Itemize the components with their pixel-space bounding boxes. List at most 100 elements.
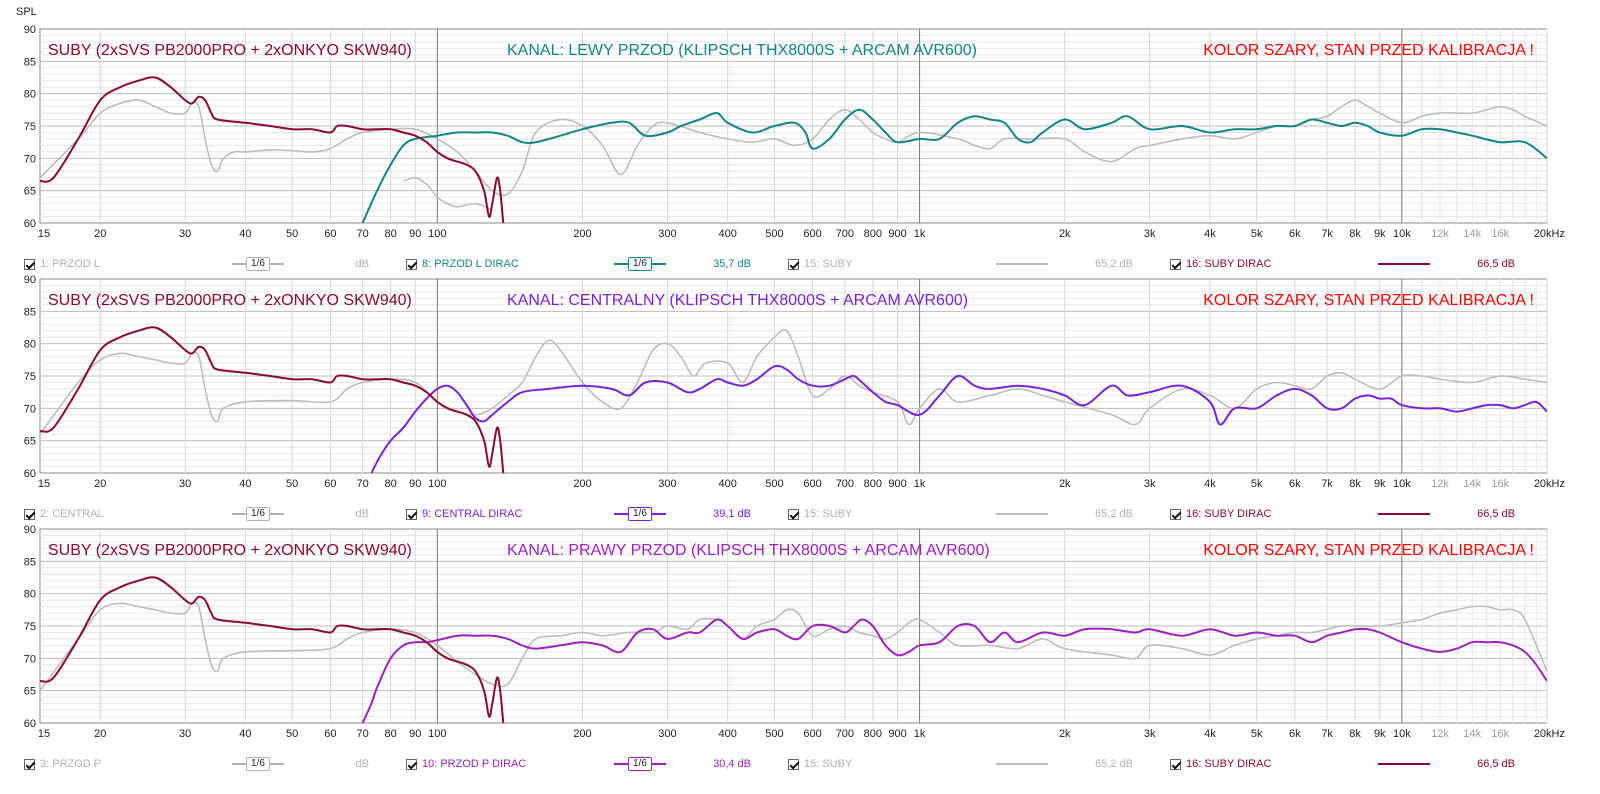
x-tick-label: 200 — [573, 228, 591, 240]
legend-label: 15: SUBY — [804, 508, 853, 520]
x-tick-label: 70 — [357, 228, 369, 240]
y-tick-label: 90 — [24, 274, 36, 286]
x-tick-label: 4k — [1204, 228, 1216, 240]
legend-item[interactable]: 15: SUBY — [788, 506, 852, 522]
x-tick-label: 400 — [718, 228, 736, 240]
x-tick-label: 10k — [1393, 478, 1411, 490]
x-tick-label: 90 — [409, 728, 421, 740]
x-tick-label: 20 — [94, 478, 106, 490]
legend-item[interactable]: 10: PRZOD P DIRAC — [406, 756, 526, 772]
y-tick-label: 70 — [24, 153, 36, 165]
x-tick-label: 20kHz — [1534, 728, 1565, 740]
legend-item[interactable]: 1: PRZOD L — [24, 256, 100, 272]
legend-item[interactable]: 15: SUBY — [788, 256, 852, 272]
title-note: KOLOR SZARY, STAN PRZED KALIBRACJA ! — [1203, 542, 1534, 559]
legend-checkbox[interactable] — [788, 258, 799, 270]
x-tick-label: 90 — [409, 478, 421, 490]
legend-item[interactable]: 15: SUBY — [788, 756, 852, 772]
x-tick-label: 7k — [1321, 478, 1333, 490]
x-tick-label: 7k — [1321, 228, 1333, 240]
x-tick-label: 14k — [1463, 228, 1481, 240]
smoothing-value: 1/6 — [246, 507, 270, 521]
x-tick-label: 800 — [864, 728, 882, 740]
legend-checkbox[interactable] — [788, 508, 799, 520]
smoothing-selector[interactable]: 1/6 — [614, 507, 666, 521]
legend-item[interactable]: 9: CENTRAL DIRAC — [406, 506, 522, 522]
legend-level: 65,2 dB — [1095, 758, 1133, 770]
legend-item[interactable]: 8: PRZOD L DIRAC — [406, 256, 519, 272]
x-tick-label: 6k — [1289, 478, 1301, 490]
legend-item[interactable]: 2: CENTRAL — [24, 506, 104, 522]
x-tick-label: 10k — [1393, 728, 1411, 740]
title-note: KOLOR SZARY, STAN PRZED KALIBRACJA ! — [1203, 42, 1534, 59]
legend-checkbox[interactable] — [24, 508, 35, 520]
legend-checkbox[interactable] — [1170, 258, 1181, 270]
legend-checkbox[interactable] — [24, 758, 35, 770]
y-tick-label: 60 — [24, 218, 36, 230]
x-tick-label: 80 — [384, 728, 396, 740]
y-tick-label: 65 — [24, 186, 36, 198]
x-tick-label: 60 — [324, 228, 336, 240]
x-tick-label: 70 — [357, 478, 369, 490]
x-tick-label: 4k — [1204, 728, 1216, 740]
x-tick-label: 5k — [1251, 478, 1263, 490]
series-line-przod-p-dirac — [361, 618, 1547, 723]
x-tick-label: 40 — [239, 728, 251, 740]
x-tick-label: 15 — [38, 228, 50, 240]
x-tick-label: 50 — [286, 478, 298, 490]
smoothing-selector[interactable]: 1/6 — [614, 757, 666, 771]
legend-label: 10: PRZOD P DIRAC — [422, 758, 527, 770]
x-tick-label: 30 — [179, 228, 191, 240]
legend-label: 9: CENTRAL DIRAC — [422, 508, 523, 520]
y-tick-label: 90 — [24, 24, 36, 36]
legend-item[interactable]: 3: PRZOD P — [24, 756, 101, 772]
x-tick-label: 100 — [428, 478, 446, 490]
series-line-suby-dirac — [40, 576, 505, 723]
x-tick-label: 6k — [1289, 728, 1301, 740]
x-tick-label: 20 — [94, 728, 106, 740]
legend-item[interactable]: 16: SUBY DIRAC — [1170, 256, 1271, 272]
smoothing-selector[interactable]: 1/6 — [614, 257, 666, 271]
series-line-suby-dirac — [40, 326, 505, 473]
x-tick-label: 200 — [573, 728, 591, 740]
smoothing-selector[interactable]: 1/6 — [232, 507, 284, 521]
x-tick-label: 600 — [803, 728, 821, 740]
x-tick-label: 50 — [286, 228, 298, 240]
legend-label: 16: SUBY DIRAC — [1186, 758, 1272, 770]
series-line-suby-dirac — [40, 76, 505, 223]
x-tick-label: 12k — [1431, 728, 1449, 740]
legend-checkbox[interactable] — [1170, 758, 1181, 770]
legend-checkbox[interactable] — [406, 758, 417, 770]
legend-checkbox[interactable] — [406, 508, 417, 520]
legend-checkbox[interactable] — [24, 258, 35, 270]
spl-axis-label: SPL — [16, 6, 37, 18]
x-tick-label: 300 — [658, 478, 676, 490]
legend-checkbox[interactable] — [1170, 508, 1181, 520]
legend-level: 66,5 dB — [1477, 508, 1515, 520]
y-tick-label: 70 — [24, 403, 36, 415]
x-tick-label: 1k — [914, 228, 926, 240]
y-tick-label: 75 — [24, 371, 36, 383]
x-tick-label: 8k — [1349, 228, 1361, 240]
x-tick-label: 2k — [1059, 478, 1071, 490]
x-tick-label: 15 — [38, 728, 50, 740]
legend-swatch — [1378, 513, 1430, 515]
x-tick-label: 500 — [765, 228, 783, 240]
x-tick-label: 6k — [1289, 228, 1301, 240]
legend-item[interactable]: 16: SUBY DIRAC — [1170, 506, 1271, 522]
x-tick-label: 4k — [1204, 478, 1216, 490]
smoothing-selector[interactable]: 1/6 — [232, 757, 284, 771]
x-tick-label: 70 — [357, 728, 369, 740]
title-sub: SUBY (2xSVS PB2000PRO + 2xONKYO SKW940) — [48, 42, 412, 59]
legend-checkbox[interactable] — [788, 758, 799, 770]
legend-swatch — [996, 263, 1048, 265]
smoothing-selector[interactable]: 1/6 — [232, 257, 284, 271]
x-tick-label: 40 — [239, 228, 251, 240]
legend-item[interactable]: 16: SUBY DIRAC — [1170, 756, 1271, 772]
y-tick-label: 80 — [24, 589, 36, 601]
legend-checkbox[interactable] — [406, 258, 417, 270]
legend-level: 35,7 dB — [713, 258, 751, 270]
title-note: KOLOR SZARY, STAN PRZED KALIBRACJA ! — [1203, 292, 1534, 309]
